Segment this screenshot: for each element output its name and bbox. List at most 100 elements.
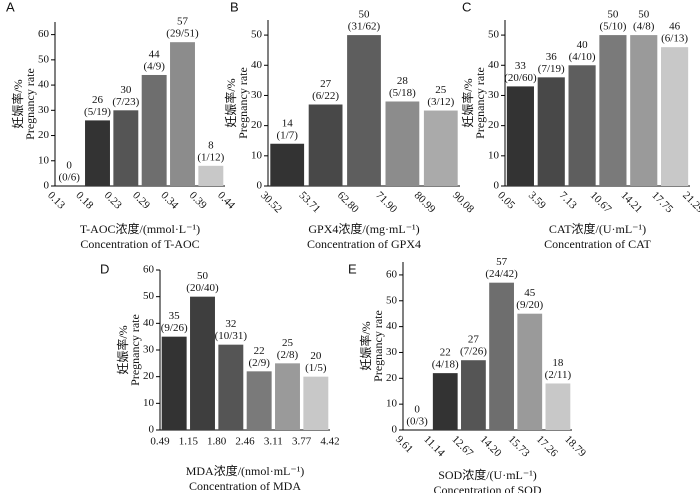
x-tick-label: 9.61 — [393, 433, 415, 455]
count-label: (3/12) — [427, 96, 454, 108]
value-label: 27 — [468, 334, 480, 346]
x-tick-label: 80.99 — [412, 189, 438, 215]
bar — [385, 101, 420, 186]
y-tick-label: 0 — [257, 180, 263, 192]
x-tick-label: 14.20 — [478, 433, 504, 459]
x-tick-label: 30.52 — [258, 189, 284, 215]
x-tick-label: 2.46 — [235, 436, 255, 448]
count-label: (5/19) — [84, 106, 111, 118]
x-axis-label: MDA浓度/(nmol·mL⁻¹) — [186, 463, 305, 478]
y-axis-label: 妊娠率/% — [223, 78, 238, 127]
x-tick-label: 53.71 — [296, 189, 322, 215]
x-tick-label: 3.59 — [526, 189, 548, 211]
count-label: (4/9) — [143, 61, 165, 73]
count-label: (7/19) — [538, 63, 565, 75]
bar — [198, 165, 224, 186]
y-tick-label: 30 — [488, 89, 500, 101]
bar — [85, 120, 110, 186]
y-tick-label: 30 — [386, 346, 398, 358]
x-tick-label: 3.11 — [264, 436, 283, 448]
bar — [661, 47, 689, 186]
count-label: (0/3) — [406, 416, 428, 428]
count-label: (5/10) — [599, 21, 626, 33]
count-label: (2/8) — [277, 349, 299, 361]
x-tick-label: 62.80 — [335, 189, 361, 215]
value-label: 22 — [254, 345, 265, 357]
value-label: 18 — [552, 357, 564, 369]
x-tick-label: 0.18 — [73, 189, 95, 211]
count-label: (4/18) — [432, 359, 459, 371]
panel-label: E — [348, 261, 357, 276]
value-label: 0 — [66, 160, 72, 172]
x-tick-label: 0.34 — [158, 189, 180, 211]
bar — [170, 42, 195, 186]
value-label: 14 — [282, 117, 294, 129]
value-label: 40 — [577, 39, 589, 51]
count-label: (1/12) — [197, 151, 224, 163]
value-label: 35 — [169, 310, 181, 322]
value-label: 26 — [92, 94, 104, 106]
value-label: 45 — [524, 287, 536, 299]
bar — [432, 373, 458, 430]
x-tick-label: 21.29 — [680, 189, 700, 215]
x-tick-label: 17.75 — [649, 189, 675, 215]
y-axis-label: Pregnancy rate — [23, 68, 37, 140]
value-label: 25 — [282, 337, 294, 349]
bar — [275, 363, 300, 430]
y-axis-label: 妊娠率/% — [10, 79, 25, 128]
y-tick-label: 20 — [38, 129, 50, 141]
x-tick-label: 3.77 — [292, 436, 312, 448]
panel-label: C — [462, 0, 471, 14]
x-axis-label: Concentration of SOD — [434, 483, 542, 493]
bar — [630, 35, 658, 186]
y-axis-label: Pregnancy rate — [236, 67, 250, 139]
y-tick-label: 20 — [386, 372, 398, 384]
y-tick-label: 0 — [149, 424, 155, 436]
value-label: 46 — [669, 21, 681, 33]
bar — [246, 371, 272, 430]
x-tick-label: 15.73 — [506, 433, 532, 459]
x-tick-label: 10.67 — [588, 189, 614, 215]
count-label: (1/7) — [277, 129, 299, 141]
x-axis-label: Concentration of T-AOC — [80, 237, 199, 251]
bar — [517, 313, 543, 430]
x-axis-label: GPX4浓度/(mg·mL⁻¹) — [308, 221, 419, 236]
x-tick-label: 90.08 — [450, 189, 476, 215]
y-axis-label: Pregnancy rate — [128, 314, 142, 386]
x-tick-label: 1.15 — [179, 436, 199, 448]
value-label: 50 — [197, 270, 209, 282]
x-tick-label: 1.80 — [207, 436, 227, 448]
value-label: 8 — [208, 139, 214, 151]
count-label: (6/13) — [661, 33, 688, 45]
y-tick-label: 60 — [38, 28, 50, 40]
y-axis-label: Pregnancy rate — [473, 67, 487, 139]
count-label: (4/10) — [569, 51, 596, 63]
x-tick-label: 14.21 — [618, 189, 644, 215]
x-tick-label: 4.42 — [320, 436, 339, 448]
bar — [489, 282, 514, 430]
y-tick-label: 30 — [38, 104, 50, 116]
bar — [303, 376, 329, 430]
x-tick-label: 17.26 — [534, 433, 560, 459]
bar — [506, 86, 534, 186]
count-label: (9/26) — [161, 322, 188, 334]
x-tick-label: 0.44 — [215, 189, 237, 211]
y-tick-label: 20 — [488, 119, 500, 131]
panel-label: D — [100, 261, 109, 276]
y-tick-label: 40 — [38, 79, 50, 91]
y-axis-label: 妊娠率/% — [115, 325, 130, 374]
count-label: (31/62) — [348, 21, 381, 33]
x-tick-label: 12.67 — [449, 433, 475, 459]
y-tick-label: 40 — [488, 59, 500, 71]
count-label: (2/11) — [545, 369, 572, 381]
bar — [141, 74, 167, 186]
y-tick-label: 60 — [143, 264, 155, 276]
x-tick-label: 0.39 — [187, 189, 209, 211]
count-label: (6/22) — [312, 90, 339, 102]
y-tick-label: 30 — [251, 89, 263, 101]
bar — [308, 104, 343, 186]
value-label: 50 — [359, 9, 371, 21]
value-label: 28 — [397, 75, 409, 87]
y-tick-label: 60 — [386, 268, 398, 280]
x-axis-label: Concentration of MDA — [189, 479, 301, 493]
